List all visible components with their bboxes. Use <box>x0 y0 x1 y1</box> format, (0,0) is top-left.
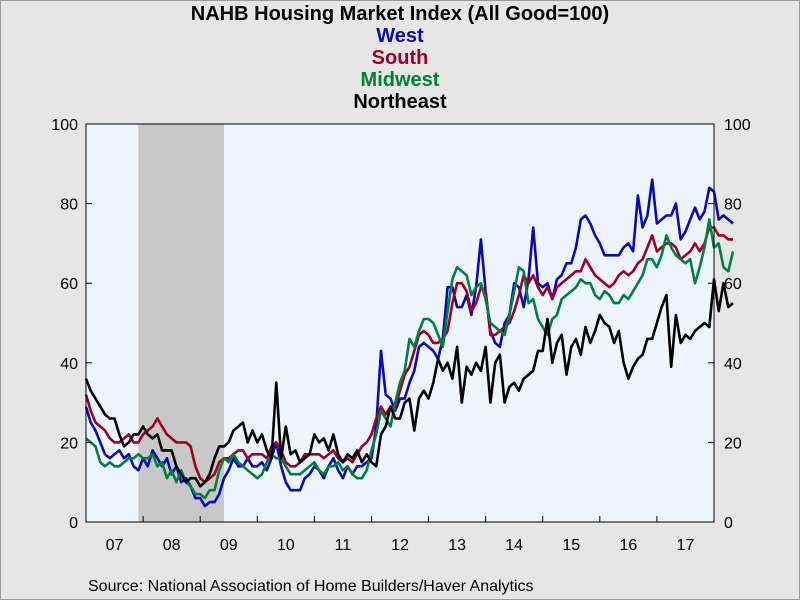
source-note: Source: National Association of Home Bui… <box>88 578 534 595</box>
x-tick-label: 08 <box>163 537 181 554</box>
x-tick-label: 13 <box>448 537 466 554</box>
series-line-west <box>84 178 734 508</box>
y-tick-label-right: 100 <box>724 117 751 134</box>
y-tick-label-right: 20 <box>724 435 742 452</box>
legend-entry-south: South <box>371 47 429 69</box>
x-tick-label: 15 <box>562 537 580 554</box>
series-line-northeast <box>84 277 734 488</box>
x-tick-label: 14 <box>505 537 523 554</box>
x-tick-label: 11 <box>335 537 352 554</box>
chart-title: NAHB Housing Market Index (All Good=100) <box>190 3 610 25</box>
x-tick-label: 16 <box>619 537 637 554</box>
y-tick-label-right: 0 <box>724 515 733 532</box>
x-tick-label: 17 <box>677 537 695 554</box>
legend-entry-northeast: Northeast <box>353 91 447 113</box>
y-tick-label-left: 20 <box>60 435 78 452</box>
series-line-south <box>84 226 733 484</box>
x-tick-label: 10 <box>277 537 295 554</box>
y-tick-label-left: 100 <box>51 117 78 134</box>
x-tick-label: 09 <box>220 537 238 554</box>
series-line-midwest <box>85 218 735 500</box>
y-tick-label-left: 60 <box>60 276 78 293</box>
y-tick-label-right: 80 <box>724 197 742 214</box>
y-tick-label-right: 40 <box>724 356 742 373</box>
plot-border <box>85 123 715 523</box>
y-tick-label-left: 40 <box>60 356 78 373</box>
y-tick-label-right: 60 <box>724 276 742 293</box>
legend-entry-midwest: Midwest <box>360 69 440 91</box>
recession-shading <box>138 124 224 522</box>
legend-entry-west: West <box>376 25 424 47</box>
y-tick-label-left: 80 <box>60 197 78 214</box>
x-tick-label: 07 <box>106 537 124 554</box>
y-tick-label-left: 0 <box>69 515 78 532</box>
x-tick-label: 12 <box>391 537 409 554</box>
